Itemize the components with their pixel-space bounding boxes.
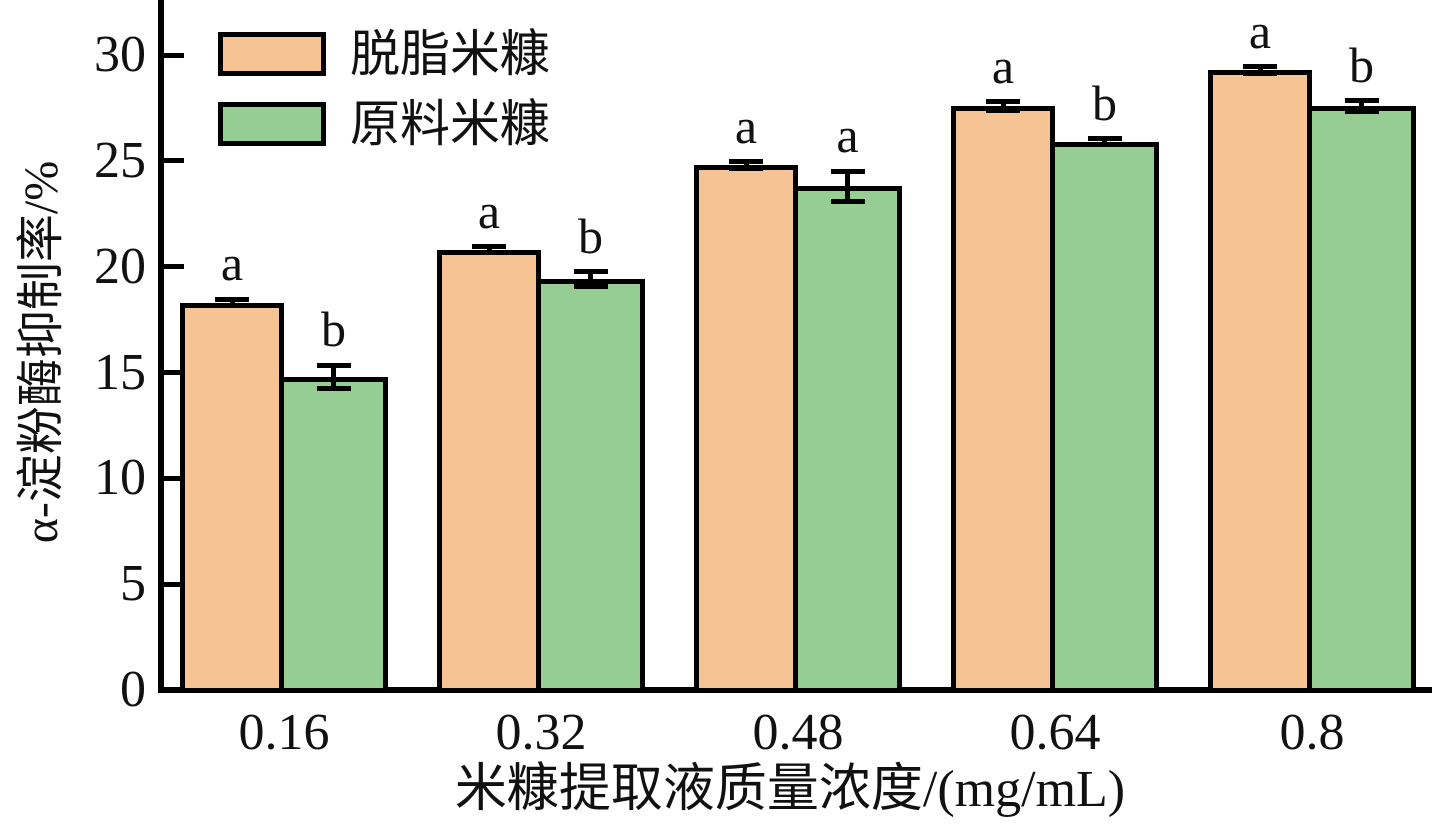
- error-cap-top-defatted-0.16: [215, 296, 249, 302]
- bar-raw-0.64: [1050, 141, 1159, 693]
- bar-raw-0.8: [1307, 105, 1416, 693]
- y-tick-25: [164, 158, 184, 164]
- error-cap-bottom-defatted-0.16: [215, 303, 249, 309]
- error-cap-top-raw-0.32: [573, 269, 608, 275]
- sig-letter-raw-0.48: a: [836, 107, 859, 164]
- y-tick-label-10: 10: [94, 449, 146, 507]
- error-cap-bottom-raw-0.16: [316, 385, 351, 391]
- y-tick-10: [164, 475, 184, 481]
- y-tick-label-30: 30: [94, 26, 146, 84]
- x-tick-label-0.8: 0.8: [1279, 704, 1345, 761]
- error-cap-bottom-raw-0.64: [1087, 142, 1122, 148]
- bar-raw-0.32: [536, 279, 645, 693]
- x-tick-label-0.16: 0.16: [238, 704, 330, 761]
- error-cap-bottom-defatted-0.32: [472, 250, 506, 256]
- y-tick-30: [164, 52, 184, 58]
- error-bar-defatted-0.64: [1000, 101, 1006, 111]
- x-tick-label-0.64: 0.64: [1009, 704, 1101, 761]
- error-bar-raw-0.64: [1102, 138, 1107, 145]
- x-axis-title: 米糠提取液质量浓度/(mg/mL): [454, 761, 1126, 818]
- x-tick-label-0.48: 0.48: [752, 704, 844, 761]
- error-cap-bottom-defatted-0.8: [1243, 70, 1277, 76]
- error-cap-top-defatted-0.8: [1243, 64, 1277, 70]
- bar-defatted-0.64: [951, 105, 1055, 693]
- sig-letter-raw-0.64: b: [1092, 74, 1117, 131]
- legend-item-raw-rice-bran: 原料米糠: [218, 96, 550, 152]
- y-tick-15: [164, 370, 184, 375]
- error-cap-bottom-raw-0.48: [830, 198, 865, 204]
- y-tick-5: [164, 581, 184, 587]
- legend: 脱脂米糠 原料米糠: [218, 26, 550, 166]
- y-tick-label-20: 20: [94, 237, 146, 295]
- error-bar-defatted-0.48: [743, 161, 749, 169]
- error-cap-bottom-defatted-0.48: [729, 165, 763, 171]
- sig-letter-defatted-0.48: a: [734, 97, 758, 154]
- error-cap-bottom-raw-0.32: [573, 284, 608, 290]
- legend-label-raw: 原料米糠: [350, 96, 550, 152]
- error-bar-raw-0.32: [588, 271, 593, 287]
- sig-letter-raw-0.8: b: [1349, 36, 1374, 93]
- legend-swatch-raw: [218, 102, 326, 146]
- legend-item-defatted-rice-bran: 脱脂米糠: [218, 26, 550, 82]
- y-axis: [158, 0, 164, 693]
- sig-letter-defatted-0.16: a: [220, 235, 244, 292]
- y-tick-20: [164, 264, 184, 270]
- error-cap-top-defatted-0.32: [472, 244, 506, 250]
- error-bar-raw-0.16: [331, 365, 336, 389]
- error-cap-top-raw-0.16: [316, 362, 351, 368]
- error-cap-top-defatted-0.48: [729, 159, 763, 165]
- y-tick-label-15: 15: [94, 343, 146, 401]
- error-bar-defatted-0.8: [1257, 66, 1263, 73]
- y-tick-0: [164, 687, 184, 693]
- error-bar-raw-0.8: [1359, 100, 1364, 112]
- legend-label-defatted: 脱脂米糠: [350, 26, 550, 82]
- bar-defatted-0.48: [694, 165, 798, 693]
- error-cap-top-defatted-0.64: [986, 99, 1020, 105]
- y-tick-label-0: 0: [120, 661, 146, 718]
- bar-raw-0.16: [279, 376, 388, 693]
- error-bar-defatted-0.16: [229, 299, 235, 306]
- sig-letter-defatted-0.8: a: [1248, 2, 1272, 59]
- error-cap-top-raw-0.48: [830, 168, 865, 174]
- bar-raw-0.48: [793, 186, 902, 693]
- x-tick-label-0.32: 0.32: [495, 704, 587, 761]
- error-bar-defatted-0.32: [486, 246, 492, 253]
- bar-defatted-0.16: [180, 302, 284, 693]
- bar-defatted-0.8: [1208, 69, 1312, 693]
- bar-defatted-0.32: [437, 249, 541, 693]
- y-tick-label-25: 25: [94, 131, 146, 189]
- error-bar-raw-0.48: [845, 171, 850, 202]
- error-cap-top-raw-0.64: [1087, 136, 1122, 142]
- y-tick-label-5: 5: [120, 555, 146, 613]
- error-cap-bottom-defatted-0.64: [986, 107, 1020, 113]
- sig-letter-raw-0.16: b: [321, 301, 346, 358]
- error-cap-bottom-raw-0.8: [1344, 108, 1379, 114]
- sig-letter-raw-0.32: b: [578, 207, 603, 264]
- sig-letter-defatted-0.64: a: [991, 37, 1015, 94]
- legend-swatch-defatted: [218, 32, 326, 76]
- sig-letter-defatted-0.32: a: [477, 182, 501, 239]
- error-cap-top-raw-0.8: [1344, 98, 1379, 104]
